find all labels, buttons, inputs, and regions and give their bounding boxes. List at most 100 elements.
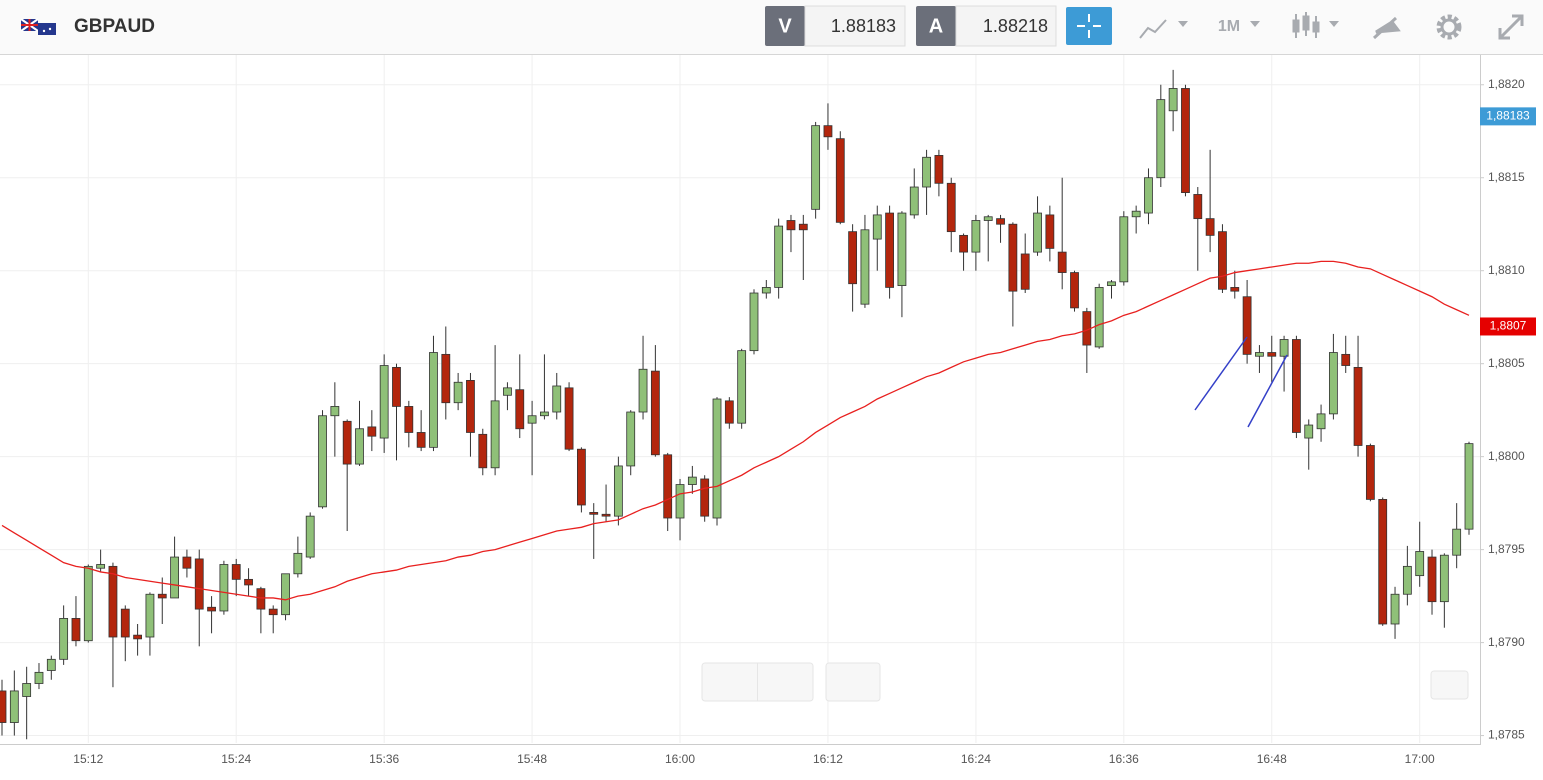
price-marker: [1480, 317, 1536, 336]
candle-body: [1008, 223, 1018, 292]
candle-body: [601, 513, 611, 517]
candle-body: [22, 683, 32, 697]
candle-body: [281, 573, 290, 616]
candle-body: [34, 671, 44, 684]
candle-body: [552, 385, 562, 413]
candle-body: [1464, 443, 1474, 530]
flag: [20, 18, 56, 35]
candle-body: [96, 564, 106, 569]
timeframe[interactable]: 1M: [1218, 18, 1240, 35]
candle-body: [367, 426, 377, 437]
candle-body: [1292, 339, 1301, 433]
price-marker-label: 1,8807: [1490, 319, 1527, 333]
candle-body: [1230, 287, 1240, 292]
settings-button[interactable]: [1436, 14, 1462, 40]
scroll-button[interactable]: [1430, 670, 1469, 700]
candle-body: [120, 608, 130, 638]
trend-line: [1247, 354, 1288, 428]
bid-label-box: [765, 6, 805, 46]
candle-body: [1168, 88, 1178, 112]
candle-body: [305, 515, 315, 558]
candle-body: [1045, 214, 1055, 249]
reset-button[interactable]: [825, 662, 881, 702]
ask-label: A: [929, 15, 943, 37]
ask-price: 1.88218: [983, 16, 1048, 36]
candle-body: [835, 138, 845, 223]
candle-body: [1020, 253, 1030, 290]
fullscreen-button[interactable]: [1498, 14, 1524, 40]
x-tick-label: 16:36: [1109, 752, 1139, 766]
price-marker: [1480, 107, 1536, 126]
candle-body: [687, 476, 697, 485]
candle-body: [1267, 352, 1277, 357]
chart-type-button[interactable]: [1292, 12, 1339, 38]
candle-body: [1402, 565, 1412, 595]
crosshair-button[interactable]: [1066, 7, 1112, 45]
candle-body: [724, 400, 734, 424]
y-tick-label: 1,8820: [1488, 77, 1525, 91]
candle-body: [330, 406, 340, 417]
ask-box[interactable]: [955, 5, 1057, 47]
x-tick-label: 15:36: [369, 752, 399, 766]
bid-box[interactable]: [804, 5, 906, 47]
candle-body: [268, 608, 278, 616]
candle-body: [946, 182, 956, 233]
candle-body: [1156, 99, 1166, 179]
candle-body: [108, 565, 118, 638]
x-tick-label: 16:12: [813, 752, 843, 766]
candle-body: [342, 420, 352, 465]
candle-body: [1181, 88, 1190, 193]
candle-body: [404, 406, 414, 433]
candle-body: [589, 512, 599, 515]
candle-body: [478, 433, 488, 469]
x-tick-label: 16:48: [1257, 752, 1287, 766]
candle-body: [823, 125, 833, 138]
candle-body: [663, 454, 673, 519]
candle-body: [416, 432, 426, 448]
candle-body: [145, 593, 155, 638]
moving-average: [1, 260, 1470, 601]
candle-body: [650, 370, 660, 456]
candle-body: [1304, 424, 1314, 439]
candle-body: [909, 186, 919, 216]
candle-body: [293, 552, 303, 575]
symbol: GBPAUD: [74, 16, 155, 37]
candle-body: [613, 465, 623, 517]
candle-body: [675, 484, 685, 519]
candle-body: [1070, 272, 1079, 309]
candle-body: [379, 365, 389, 439]
candle-body: [1452, 528, 1462, 556]
y-tick-label: 1,8790: [1488, 635, 1525, 649]
candle-body: [318, 415, 327, 508]
candle-body: [1353, 366, 1363, 446]
x-tick-label: 17:00: [1405, 752, 1435, 766]
candle-body: [453, 381, 463, 404]
candle-body: [959, 234, 968, 253]
candle-body: [638, 368, 648, 413]
candle-body: [811, 125, 821, 210]
candle-body: [1341, 353, 1351, 366]
candle-body: [1205, 218, 1215, 236]
x-tick-label: 16:24: [961, 752, 991, 766]
x-tick-label: 15:48: [517, 752, 547, 766]
candle-body: [466, 380, 475, 433]
x-tick-label: 15:24: [221, 752, 251, 766]
candle-body: [761, 287, 771, 294]
x-tick-label: 16:00: [665, 752, 695, 766]
candle-body: [540, 411, 549, 417]
candle-body: [429, 352, 438, 448]
candle-body: [71, 618, 81, 642]
candle-body: [231, 564, 241, 580]
bid-label: V: [778, 15, 792, 37]
candle-body: [355, 428, 364, 465]
indicator-button[interactable]: [1139, 19, 1188, 39]
candle-body: [712, 398, 722, 519]
candle-body: [392, 366, 401, 407]
candle-body: [1390, 593, 1400, 625]
candle-body: [1328, 352, 1338, 415]
candle-body: [1193, 194, 1203, 220]
candle-body: [798, 223, 808, 231]
draw-button[interactable]: [1372, 16, 1401, 40]
